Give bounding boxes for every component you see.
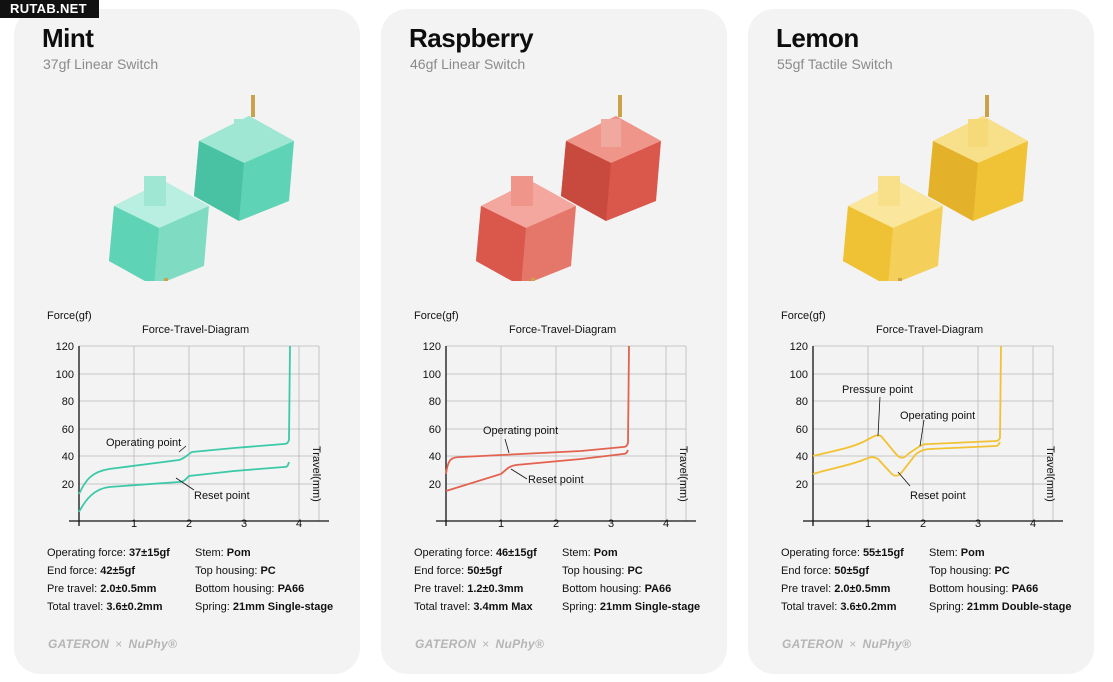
diagram-title: Force-Travel-Diagram [142,324,249,336]
switch-subtitle: 46gf Linear Switch [410,56,526,72]
y-tick-label: 60 [429,424,441,436]
diagram-title: Force-Travel-Diagram [876,324,983,336]
force-travel-diagram: Force(gf) Force-Travel-Diagram 120 100 8… [414,310,696,530]
spec-pre-travel: Pre travel: 2.0±0.5mm [47,583,157,595]
spec-total-travel: Total travel: 3.6±0.2mm [781,601,897,613]
x-tick-label: 4 [663,518,669,530]
switch-product-image [843,95,1028,281]
x-tick-label: 1 [865,518,871,530]
switch-subtitle: 37gf Linear Switch [43,56,159,72]
spec-bottom-housing: Bottom housing: PA66 [562,583,672,595]
spec-spring: Spring: 21mm Single-stage [195,601,334,613]
spec-spring: Spring: 21mm Single-stage [562,601,701,613]
switch-name: Lemon [776,23,859,53]
spec-pre-travel: Pre travel: 1.2±0.3mm [414,583,524,595]
spec-spring: Spring: 21mm Double-stage [929,601,1072,613]
operating-point-label: Operating point [106,437,181,449]
x-axis-label: Travel(mm) [310,446,322,502]
x-tick-label: 3 [241,518,247,530]
spec-operating-force: Operating force: 55±15gf [781,547,904,559]
y-tick-label: 120 [790,341,808,353]
x-tick-label: 3 [608,518,614,530]
y-tick-label: 80 [796,396,808,408]
switch-card-mint: Mint 37gf Linear Switch Force(gf) Force-… [14,9,360,674]
y-tick-label: 120 [423,341,441,353]
switch-subtitle: 55gf Tactile Switch [777,56,893,72]
spec-end-force: End force: 42±5gf [47,565,135,577]
y-tick-label: 40 [796,451,808,463]
x-tick-label: 1 [131,518,137,530]
x-axis-label: Travel(mm) [677,446,689,502]
switch-product-image [476,95,661,281]
y-tick-label: 60 [796,424,808,436]
y-tick-label: 100 [56,369,74,381]
x-tick-label: 4 [1030,518,1036,530]
y-tick-label: 40 [429,451,441,463]
y-axis-label: Force(gf) [781,310,826,322]
force-curve [78,345,291,513]
x-tick-label: 2 [920,518,926,530]
brand-logos: GATERON × NuPhy® [415,637,545,651]
y-tick-label: 120 [56,341,74,353]
force-curve [812,345,1002,477]
reset-point-label: Reset point [528,474,584,486]
spec-bottom-housing: Bottom housing: PA66 [195,583,305,595]
x-tick-label: 4 [296,518,302,530]
y-tick-label: 100 [790,369,808,381]
x-axis-label: Travel(mm) [1044,446,1056,502]
x-tick-label: 1 [498,518,504,530]
switch-name: Raspberry [409,23,534,53]
pressure-point-label: Pressure point [842,384,913,396]
y-tick-label: 20 [429,479,441,491]
spec-top-housing: Top housing: PC [195,565,276,577]
diagram-title: Force-Travel-Diagram [509,324,616,336]
x-tick-label: 3 [975,518,981,530]
y-tick-label: 80 [429,396,441,408]
operating-point-label: Operating point [483,425,558,437]
spec-stem: Stem: Pom [562,547,618,559]
y-tick-label: 20 [62,479,74,491]
site-watermark: RUTAB.NET [0,0,99,18]
brand-logos: GATERON × NuPhy® [48,637,178,651]
y-tick-label: 40 [62,451,74,463]
reset-point-label: Reset point [910,490,966,502]
spec-top-housing: Top housing: PC [562,565,643,577]
spec-total-travel: Total travel: 3.6±0.2mm [47,601,163,613]
spec-operating-force: Operating force: 37±15gf [47,547,170,559]
force-travel-diagram: Force(gf) Force-Travel-Diagram 120 100 8… [781,310,1063,530]
y-tick-label: 100 [423,369,441,381]
y-tick-label: 20 [796,479,808,491]
x-tick-label: 2 [186,518,192,530]
force-travel-diagram: Force(gf) Force-Travel-Diagram 120 100 8… [47,310,329,530]
switch-product-image [109,95,294,281]
y-tick-label: 80 [62,396,74,408]
x-tick-label: 2 [553,518,559,530]
switch-card-lemon: Lemon 55gf Tactile Switch Force(gf) Forc… [748,9,1094,674]
spec-pre-travel: Pre travel: 2.0±0.5mm [781,583,891,595]
operating-point-label: Operating point [900,410,975,422]
y-axis-label: Force(gf) [414,310,459,322]
switch-name: Mint [42,23,94,53]
y-axis-label: Force(gf) [47,310,92,322]
brand-logos: GATERON × NuPhy® [782,637,912,651]
spec-bottom-housing: Bottom housing: PA66 [929,583,1039,595]
spec-stem: Stem: Pom [195,547,251,559]
switch-card-raspberry: Raspberry 46gf Linear Switch Force(gf) F… [381,9,727,674]
reset-point-label: Reset point [194,490,250,502]
spec-operating-force: Operating force: 46±15gf [414,547,537,559]
spec-end-force: End force: 50±5gf [414,565,502,577]
spec-total-travel: Total travel: 3.4mm Max [414,601,533,613]
y-tick-label: 60 [62,424,74,436]
spec-end-force: End force: 50±5gf [781,565,869,577]
spec-top-housing: Top housing: PC [929,565,1010,577]
force-curve [445,345,630,492]
spec-stem: Stem: Pom [929,547,985,559]
